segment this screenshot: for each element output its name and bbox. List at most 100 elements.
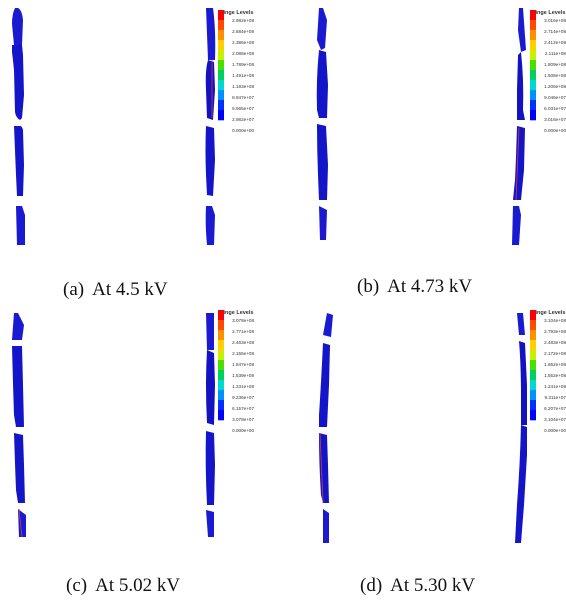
legend-level-label: 1.789e+08 — [232, 62, 254, 67]
legend-level-label: 0.000e+00 — [232, 428, 254, 433]
contour-plot-c — [12, 313, 215, 538]
caption-text: At 4.73 kV — [387, 276, 473, 297]
gap — [206, 120, 215, 126]
legend-color-swatch — [530, 60, 536, 71]
gap — [16, 503, 25, 509]
legend-level-label: 2.982e+08 — [232, 18, 254, 23]
segment — [206, 510, 214, 537]
legend-level-label: 3.104e+07 — [544, 417, 566, 422]
legend-level-label: 6.031e+07 — [544, 106, 566, 111]
legend-level-label: 0.000e+00 — [544, 128, 566, 133]
legend-levels: 2.982e+08 2.684e+08 2.386e+08 2.088e+08 1.78… — [218, 18, 254, 133]
legend-color-swatch — [530, 30, 536, 41]
legend-level-label: 2.155e+08 — [232, 351, 254, 356]
legend-level-label: 1.231e+08 — [232, 384, 254, 389]
legend-level-label: 1.241e+08 — [544, 384, 566, 389]
gap — [518, 335, 526, 341]
caption-tag: (a) — [63, 279, 85, 300]
legend-level-label: 9.236e+07 — [232, 395, 254, 400]
legend-level-label: 1.508e+08 — [544, 73, 566, 78]
legend-level-label: 3.078e+07 — [232, 417, 254, 422]
legend-color-swatch — [218, 360, 224, 371]
caption-tag: (c) — [66, 575, 88, 596]
legend-color-swatch — [218, 100, 224, 111]
legend-color-swatch — [218, 370, 224, 381]
gap — [517, 120, 526, 126]
legend-colorbar — [218, 310, 224, 421]
legend-title: Fringe Levels — [530, 10, 566, 16]
gap — [13, 340, 23, 346]
legend-color-swatch — [530, 330, 536, 341]
legend-level-label: 0.000e+00 — [232, 128, 254, 133]
legend-levels: 3.078e+08 2.771e+08 2.463e+08 2.155e+08 1.84… — [218, 318, 254, 433]
legend-color-swatch — [218, 330, 224, 341]
legend-color-swatch — [218, 60, 224, 71]
legend-level-label: 2.793e+08 — [544, 329, 566, 334]
segment — [323, 509, 329, 543]
segment — [206, 313, 214, 350]
legend-color-swatch — [218, 320, 224, 331]
segment — [319, 206, 327, 240]
legend-color-swatch — [530, 310, 536, 321]
segment — [317, 8, 327, 50]
segment — [518, 8, 526, 52]
caption-text: At 5.02 kV — [95, 575, 181, 596]
legend-level-label: 1.862e+08 — [544, 362, 566, 367]
legend-level-label: 6.157e+07 — [232, 406, 254, 411]
legend-level-label: 9.311e+07 — [544, 395, 566, 400]
legend-colorbar — [530, 310, 536, 421]
legend-level-label: 2.714e+08 — [544, 29, 566, 34]
legend-color-swatch — [530, 320, 536, 331]
legend-colorbar — [530, 10, 536, 121]
legend-color-swatch — [218, 310, 224, 321]
legend-levels: 3.016e+08 2.714e+08 2.412e+08 2.111e+08 1.80… — [530, 18, 566, 133]
legend-level-label: 3.078e+08 — [232, 318, 254, 323]
legend-color-swatch — [530, 70, 536, 81]
legend-level-label: 2.386e+08 — [232, 40, 254, 45]
legend-level-label: 2.771e+08 — [232, 329, 254, 334]
legend-level-label: 2.172e+08 — [544, 351, 566, 356]
legend-title: Fringe Levels — [530, 310, 566, 316]
caption-tag: (d) — [360, 575, 383, 596]
segment — [317, 124, 328, 200]
legend-color-swatch — [218, 10, 224, 21]
legend-color-swatch — [218, 30, 224, 41]
segment — [319, 343, 330, 427]
contour-plot-d — [319, 313, 527, 543]
panel-d: Fringe Levels 3.104e+08 2.793e+08 2.483e+0… — [283, 305, 566, 596]
segment — [12, 346, 24, 427]
legend-level-label: 8.947e+07 — [232, 95, 254, 100]
legend-level-label: 1.491e+08 — [232, 73, 254, 78]
legend-level-label: 2.111e+08 — [544, 51, 566, 56]
legend-level-label: 3.016e+08 — [544, 18, 566, 23]
segment — [12, 313, 24, 340]
contour-plot-b — [316, 8, 526, 245]
gap — [14, 427, 24, 433]
caption-a: (a) At 4.5 kV — [63, 279, 168, 301]
legend-levels: 3.104e+08 2.793e+08 2.483e+08 2.172e+08 1.86… — [530, 318, 566, 433]
legend-color-swatch — [218, 340, 224, 351]
legend-color-swatch — [218, 390, 224, 401]
legend-color-swatch — [530, 380, 536, 391]
segment — [323, 313, 333, 337]
legend-color-swatch — [218, 90, 224, 101]
legend-color-swatch — [218, 350, 224, 361]
segment — [14, 433, 25, 503]
gap — [321, 503, 330, 509]
segment — [205, 431, 215, 505]
legend-color-swatch — [218, 20, 224, 31]
segment — [206, 8, 216, 60]
legend-color-swatch — [530, 40, 536, 51]
segment — [205, 60, 215, 120]
gap — [206, 197, 215, 205]
legend-level-label: 5.965e+07 — [232, 106, 254, 111]
gap — [319, 427, 329, 433]
panel-b: Fringe Levels 3.016e+08 2.714e+08 2.412e+0… — [283, 0, 566, 297]
legend-color-swatch — [530, 10, 536, 21]
legend-color-swatch — [530, 370, 536, 381]
gap — [13, 120, 23, 126]
gap — [323, 337, 333, 343]
legend-color-swatch — [218, 110, 224, 121]
segment — [16, 206, 25, 245]
legend-color-swatch — [530, 80, 536, 91]
